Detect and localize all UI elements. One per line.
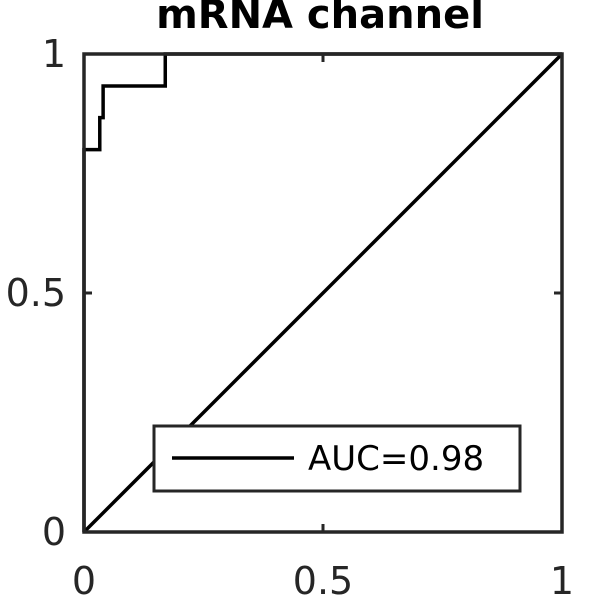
y-tick-label: 0 bbox=[42, 510, 66, 554]
x-tick-label: 1 bbox=[550, 559, 574, 600]
legend-label: AUC=0.98 bbox=[308, 439, 484, 479]
x-tick-label: 0.5 bbox=[293, 559, 353, 600]
chart-title: mRNA channel bbox=[156, 0, 484, 38]
roc-curve-series-0 bbox=[82, 52, 562, 532]
legend: AUC=0.98 bbox=[152, 424, 522, 493]
y-tick-label: 0.5 bbox=[6, 271, 66, 315]
x-tick-label: 0 bbox=[72, 559, 96, 600]
y-tick-label: 1 bbox=[42, 32, 66, 76]
